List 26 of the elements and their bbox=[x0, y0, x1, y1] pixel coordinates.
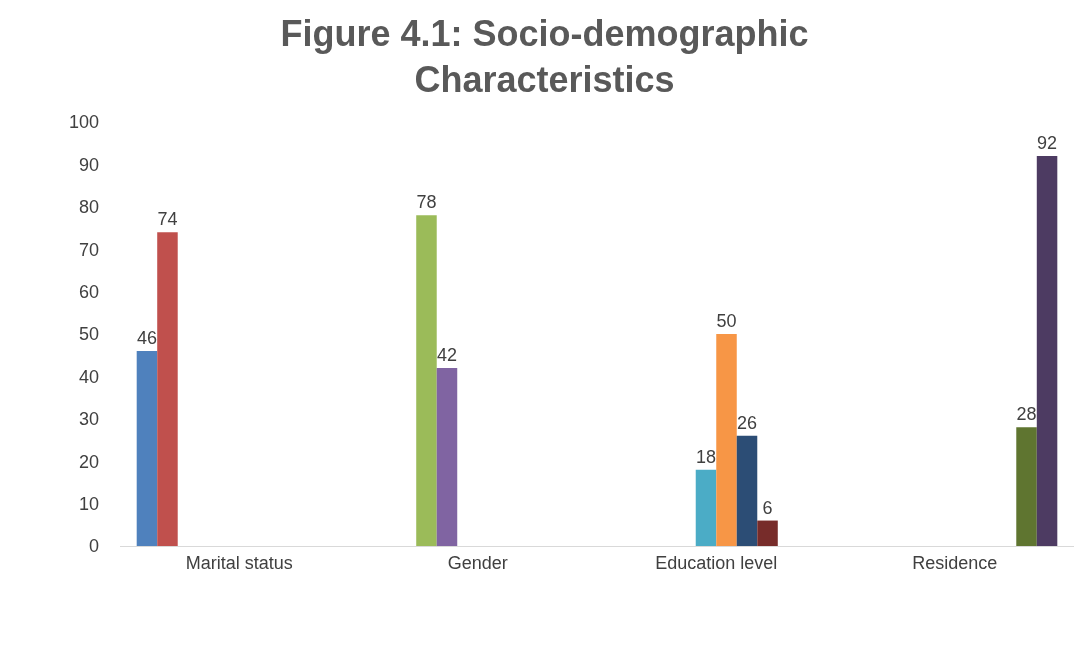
data-label: 92 bbox=[1037, 132, 1058, 153]
x-tick-label: Education level bbox=[655, 552, 778, 573]
x-tick-label: Residence bbox=[912, 552, 998, 573]
data-label: 78 bbox=[416, 192, 437, 213]
y-tick-label: 50 bbox=[78, 324, 99, 345]
x-tick-label: Marital status bbox=[185, 552, 293, 573]
y-tick-label: 70 bbox=[78, 239, 99, 260]
data-label: 6 bbox=[762, 497, 773, 518]
x-tick-label: Gender bbox=[447, 552, 508, 573]
y-tick-label: 100 bbox=[68, 112, 99, 133]
data-label: 46 bbox=[136, 327, 157, 348]
y-tick-label: 30 bbox=[78, 409, 99, 430]
data-label: 26 bbox=[737, 412, 758, 433]
data-label: 50 bbox=[716, 311, 737, 331]
data-label: 18 bbox=[695, 446, 717, 467]
y-tick-label: 60 bbox=[78, 281, 99, 302]
data-label: 42 bbox=[436, 344, 457, 365]
data-label: 28 bbox=[1016, 404, 1037, 425]
y-tick-label: 10 bbox=[78, 493, 99, 514]
y-tick-label: 80 bbox=[78, 197, 99, 218]
data-label: 74 bbox=[157, 209, 178, 230]
y-tick-label: 90 bbox=[78, 154, 99, 175]
y-tick-label: 0 bbox=[88, 536, 99, 557]
y-tick-label: 40 bbox=[78, 366, 99, 387]
y-tick-label: 20 bbox=[78, 451, 99, 472]
chart-title: Figure 4.1: Socio-demographic Characteristics bbox=[280, 12, 809, 101]
